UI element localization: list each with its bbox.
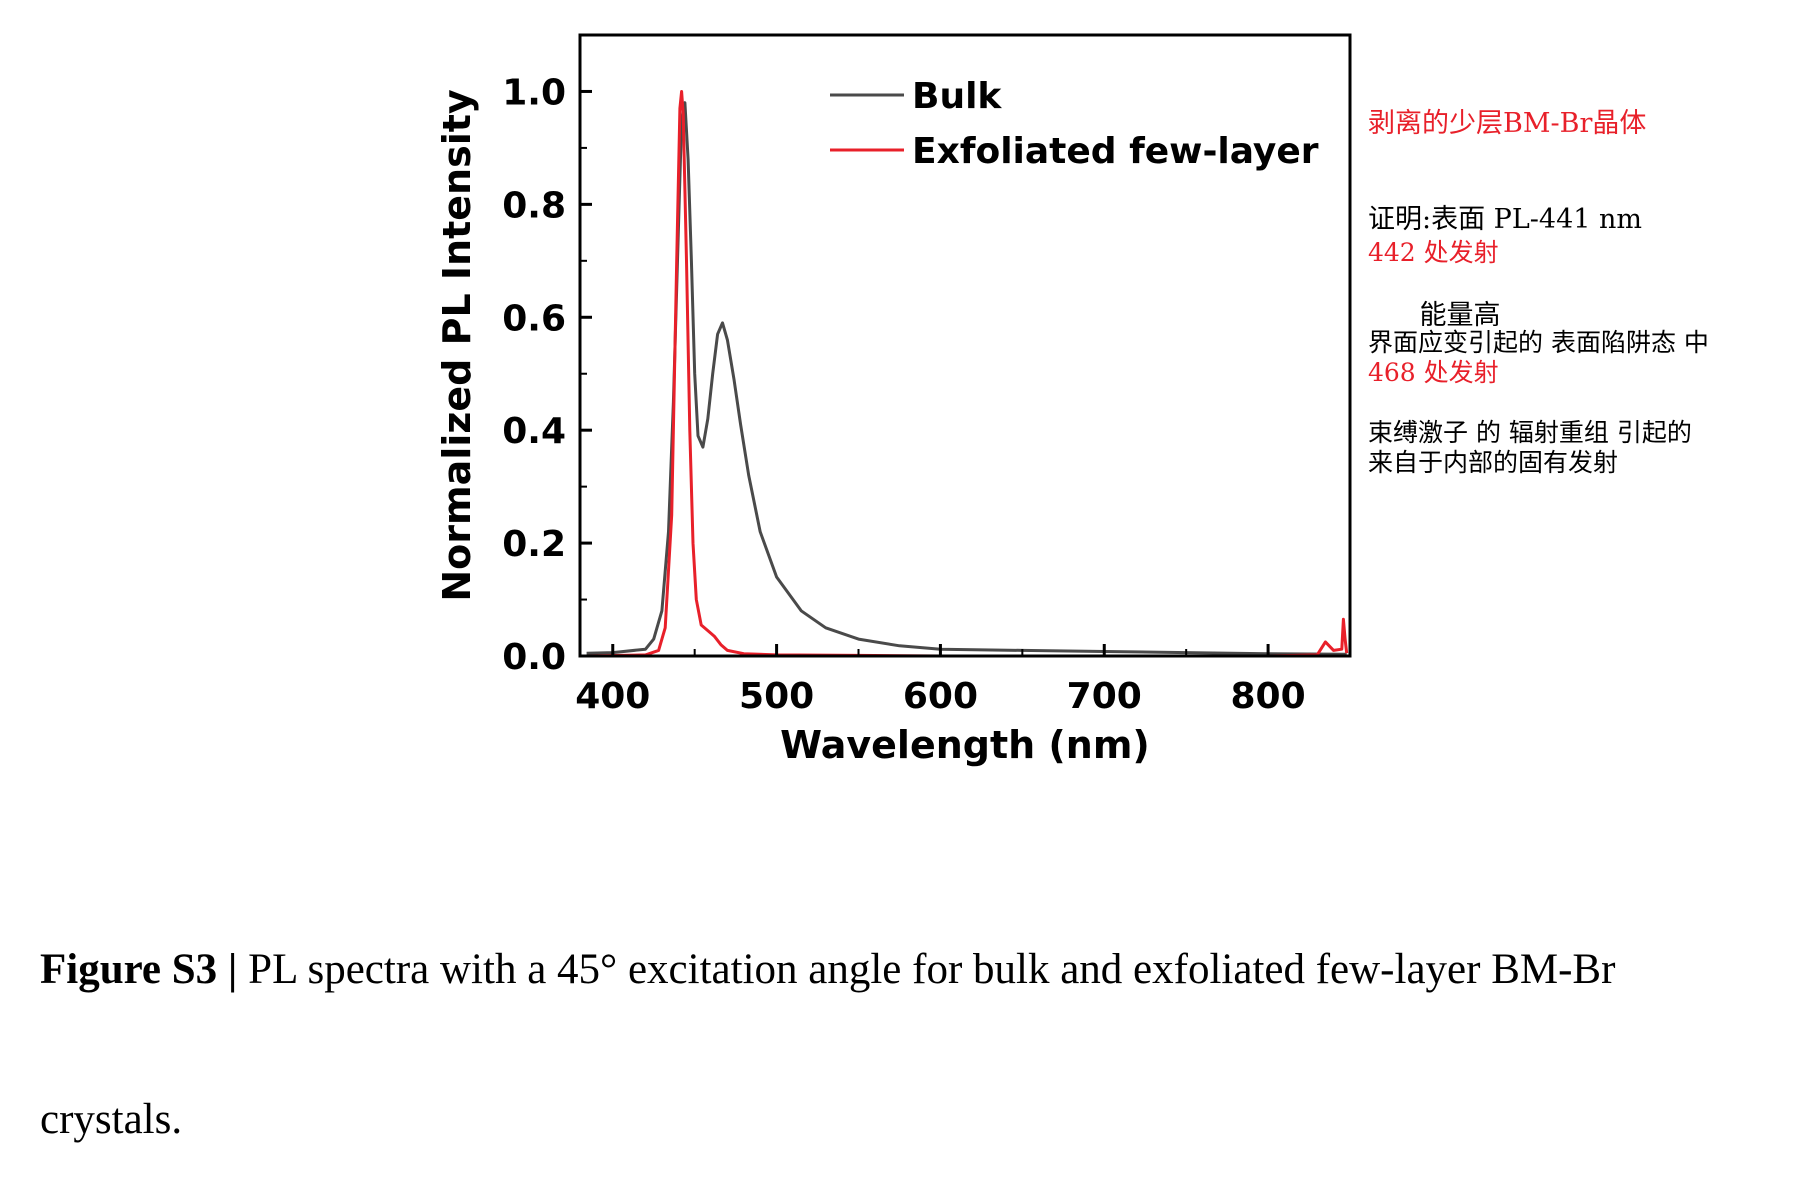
series-line-exfoliated	[586, 90, 1349, 658]
x-tick-label: 600	[903, 676, 978, 717]
y-tick-label: 0.2	[502, 524, 566, 565]
annotation-442: 442 处发射 界面应变引起的 表面陷阱态 中 束缚激子 的 辐射重组 引起的	[1368, 178, 1709, 478]
caption-label: Figure S3 |	[40, 946, 238, 993]
annotation-line: 能量高	[1368, 300, 1501, 331]
plot-frame	[578, 33, 1352, 658]
axis-ticks: 400 500 600 700 800 0.0 0.2 0.4 0.6 0.8 1.0	[502, 34, 1351, 717]
series-line-bulk	[586, 101, 1347, 656]
annotation-468-line: 来自于内部的固有发射	[1368, 448, 1619, 477]
legend-label-exfoliated: Exfoliated few-layer	[912, 131, 1319, 172]
x-tick-label: 700	[1067, 676, 1142, 717]
x-axis-label: Wavelength (nm)	[780, 723, 1150, 767]
annotation-442-line: 束缚激子 的 辐射重组 引起的	[1368, 418, 1692, 447]
annotation-442-line: 界面应变引起的 表面陷阱态 中	[1368, 328, 1709, 357]
pl-spectra-chart: 400 500 600 700 800 0.0 0.2 0.4 0.6 0.8 1.0 Wavele…	[435, 33, 1352, 767]
legend: Bulk Exfoliated few-layer	[830, 76, 1319, 172]
y-tick-label: 0.4	[502, 411, 566, 452]
annotation-468: 468 处发射 来自于内部的固有发射	[1368, 298, 1618, 508]
x-tick-label: 400	[575, 676, 650, 717]
annotation-block: 剥离的少层BM-Br晶体 证明:表面 PL-441 nm 能量高	[1368, 44, 1646, 364]
y-tick-label: 0.0	[502, 637, 566, 678]
legend-label-bulk: Bulk	[912, 76, 1002, 117]
caption-text: PL spectra with a 45° excitation angle f…	[40, 946, 1616, 1143]
annotation-title: 剥离的少层BM-Br晶体	[1368, 108, 1647, 139]
y-tick-label: 1.0	[502, 72, 566, 113]
annotation-line: 证明:表面 PL-441 nm	[1368, 204, 1643, 235]
x-tick-label: 800	[1231, 676, 1306, 717]
annotation-442-title: 442 处发射	[1368, 238, 1499, 267]
y-tick-label: 0.6	[502, 298, 566, 339]
y-tick-label: 0.8	[502, 185, 566, 226]
y-axis-label: Normalized PL Intensity	[435, 89, 479, 602]
annotation-468-title: 468 处发射	[1368, 358, 1499, 387]
x-tick-label: 500	[739, 676, 814, 717]
series-layer	[586, 90, 1349, 658]
figure-caption: Figure S3 | PL spectra with a 45° excita…	[40, 895, 1760, 1195]
